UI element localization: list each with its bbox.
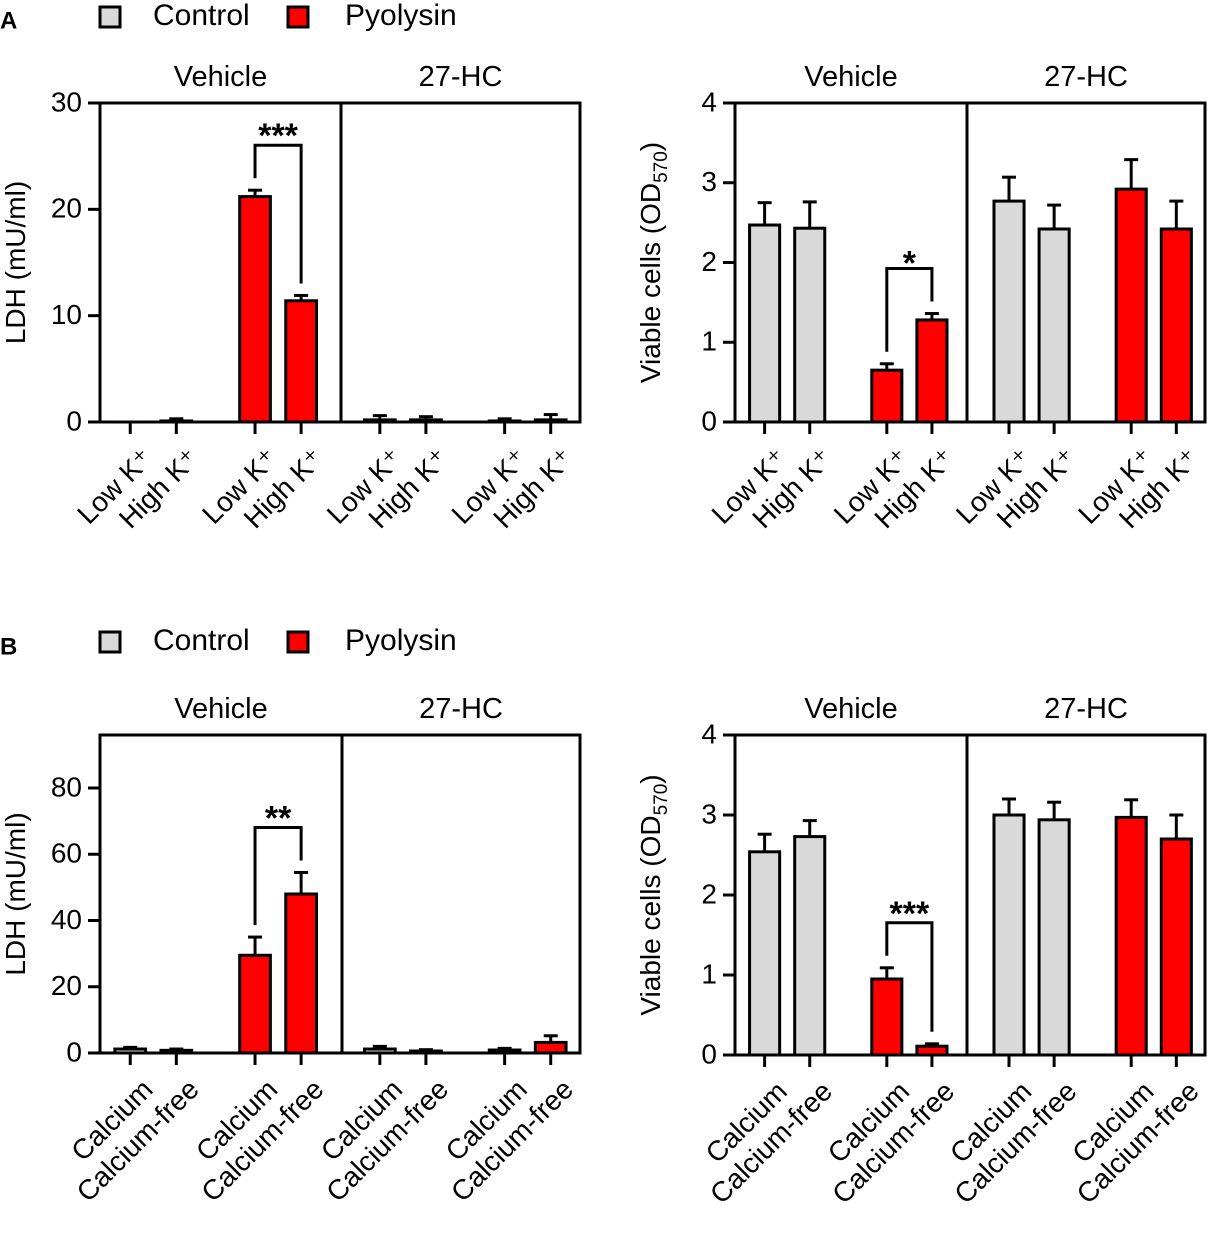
bar [1039, 229, 1069, 422]
y-tick-label: 10 [51, 299, 82, 330]
bar [535, 1042, 566, 1053]
y-tick-label: 0 [66, 1036, 82, 1067]
bar [795, 837, 825, 1055]
y-tick-label: 80 [51, 771, 82, 802]
y-axis-label-part: 570 [651, 784, 672, 816]
y-tick-label: 1 [701, 326, 717, 357]
bar [1116, 817, 1146, 1055]
legend-swatch [100, 632, 120, 652]
bar [994, 201, 1024, 422]
y-axis-label: Viable cells (OD570) [635, 774, 672, 1015]
bar [917, 320, 947, 422]
y-axis-label-part: ) [635, 142, 666, 151]
y-tick-label: 30 [51, 86, 82, 117]
bar [872, 370, 902, 422]
section-label: Vehicle [174, 693, 268, 725]
panel-label: A [0, 7, 17, 34]
y-tick-label: 40 [51, 904, 82, 935]
section-label: 27-HC [419, 693, 503, 725]
bar [1161, 839, 1191, 1055]
y-tick-label: 60 [51, 838, 82, 869]
y-tick-label: 20 [51, 193, 82, 224]
section-label: 27-HC [1044, 61, 1128, 93]
bar [286, 301, 317, 422]
significance-label: ** [265, 799, 292, 837]
significance-label: *** [890, 895, 930, 933]
section-label: Vehicle [174, 61, 268, 93]
y-axis-label-part: Viable cells (OD [635, 815, 666, 1015]
y-tick-label: 20 [51, 970, 82, 1001]
plot-frame [100, 735, 580, 1053]
bar [1039, 820, 1069, 1055]
y-axis-label: LDH (mU/ml) [0, 181, 31, 344]
y-tick-label: 1 [701, 958, 717, 989]
significance-label: * [903, 245, 917, 283]
legend-swatch [288, 7, 308, 27]
bar [240, 955, 271, 1053]
y-tick-label: 3 [701, 798, 717, 829]
y-axis-label-part: ) [635, 774, 666, 783]
bar [1116, 189, 1146, 422]
y-tick-label: 0 [66, 405, 82, 436]
legend-swatch [288, 632, 308, 652]
legend-label: Pyolysin [345, 0, 457, 32]
section-label: 27-HC [419, 61, 503, 93]
bar [795, 228, 825, 422]
section-label: 27-HC [1044, 693, 1128, 725]
y-axis-label: Viable cells (OD570) [635, 142, 672, 383]
bar [750, 225, 780, 422]
y-axis-label-part: 570 [651, 151, 672, 183]
y-axis-label-part: Viable cells (OD [635, 183, 666, 383]
y-tick-label: 2 [701, 878, 717, 909]
y-tick-label: 4 [701, 86, 717, 117]
y-tick-label: 0 [701, 405, 717, 436]
section-label: Vehicle [804, 61, 898, 93]
panel-label: B [0, 633, 17, 660]
bar [286, 894, 317, 1053]
bar [994, 815, 1024, 1055]
y-tick-label: 4 [701, 718, 717, 749]
y-tick-label: 3 [701, 166, 717, 197]
bar [750, 852, 780, 1055]
y-tick-label: 2 [701, 246, 717, 277]
section-label: Vehicle [804, 693, 898, 725]
bar [1161, 229, 1191, 422]
legend-label: Pyolysin [345, 624, 457, 657]
bar [240, 197, 271, 422]
bar [872, 979, 902, 1055]
y-tick-label: 0 [701, 1038, 717, 1069]
legend-label: Control [153, 0, 250, 32]
significance-label: *** [258, 117, 298, 155]
legend-label: Control [153, 624, 250, 657]
y-axis-label: LDH (mU/ml) [0, 812, 31, 975]
legend-swatch [100, 7, 120, 27]
